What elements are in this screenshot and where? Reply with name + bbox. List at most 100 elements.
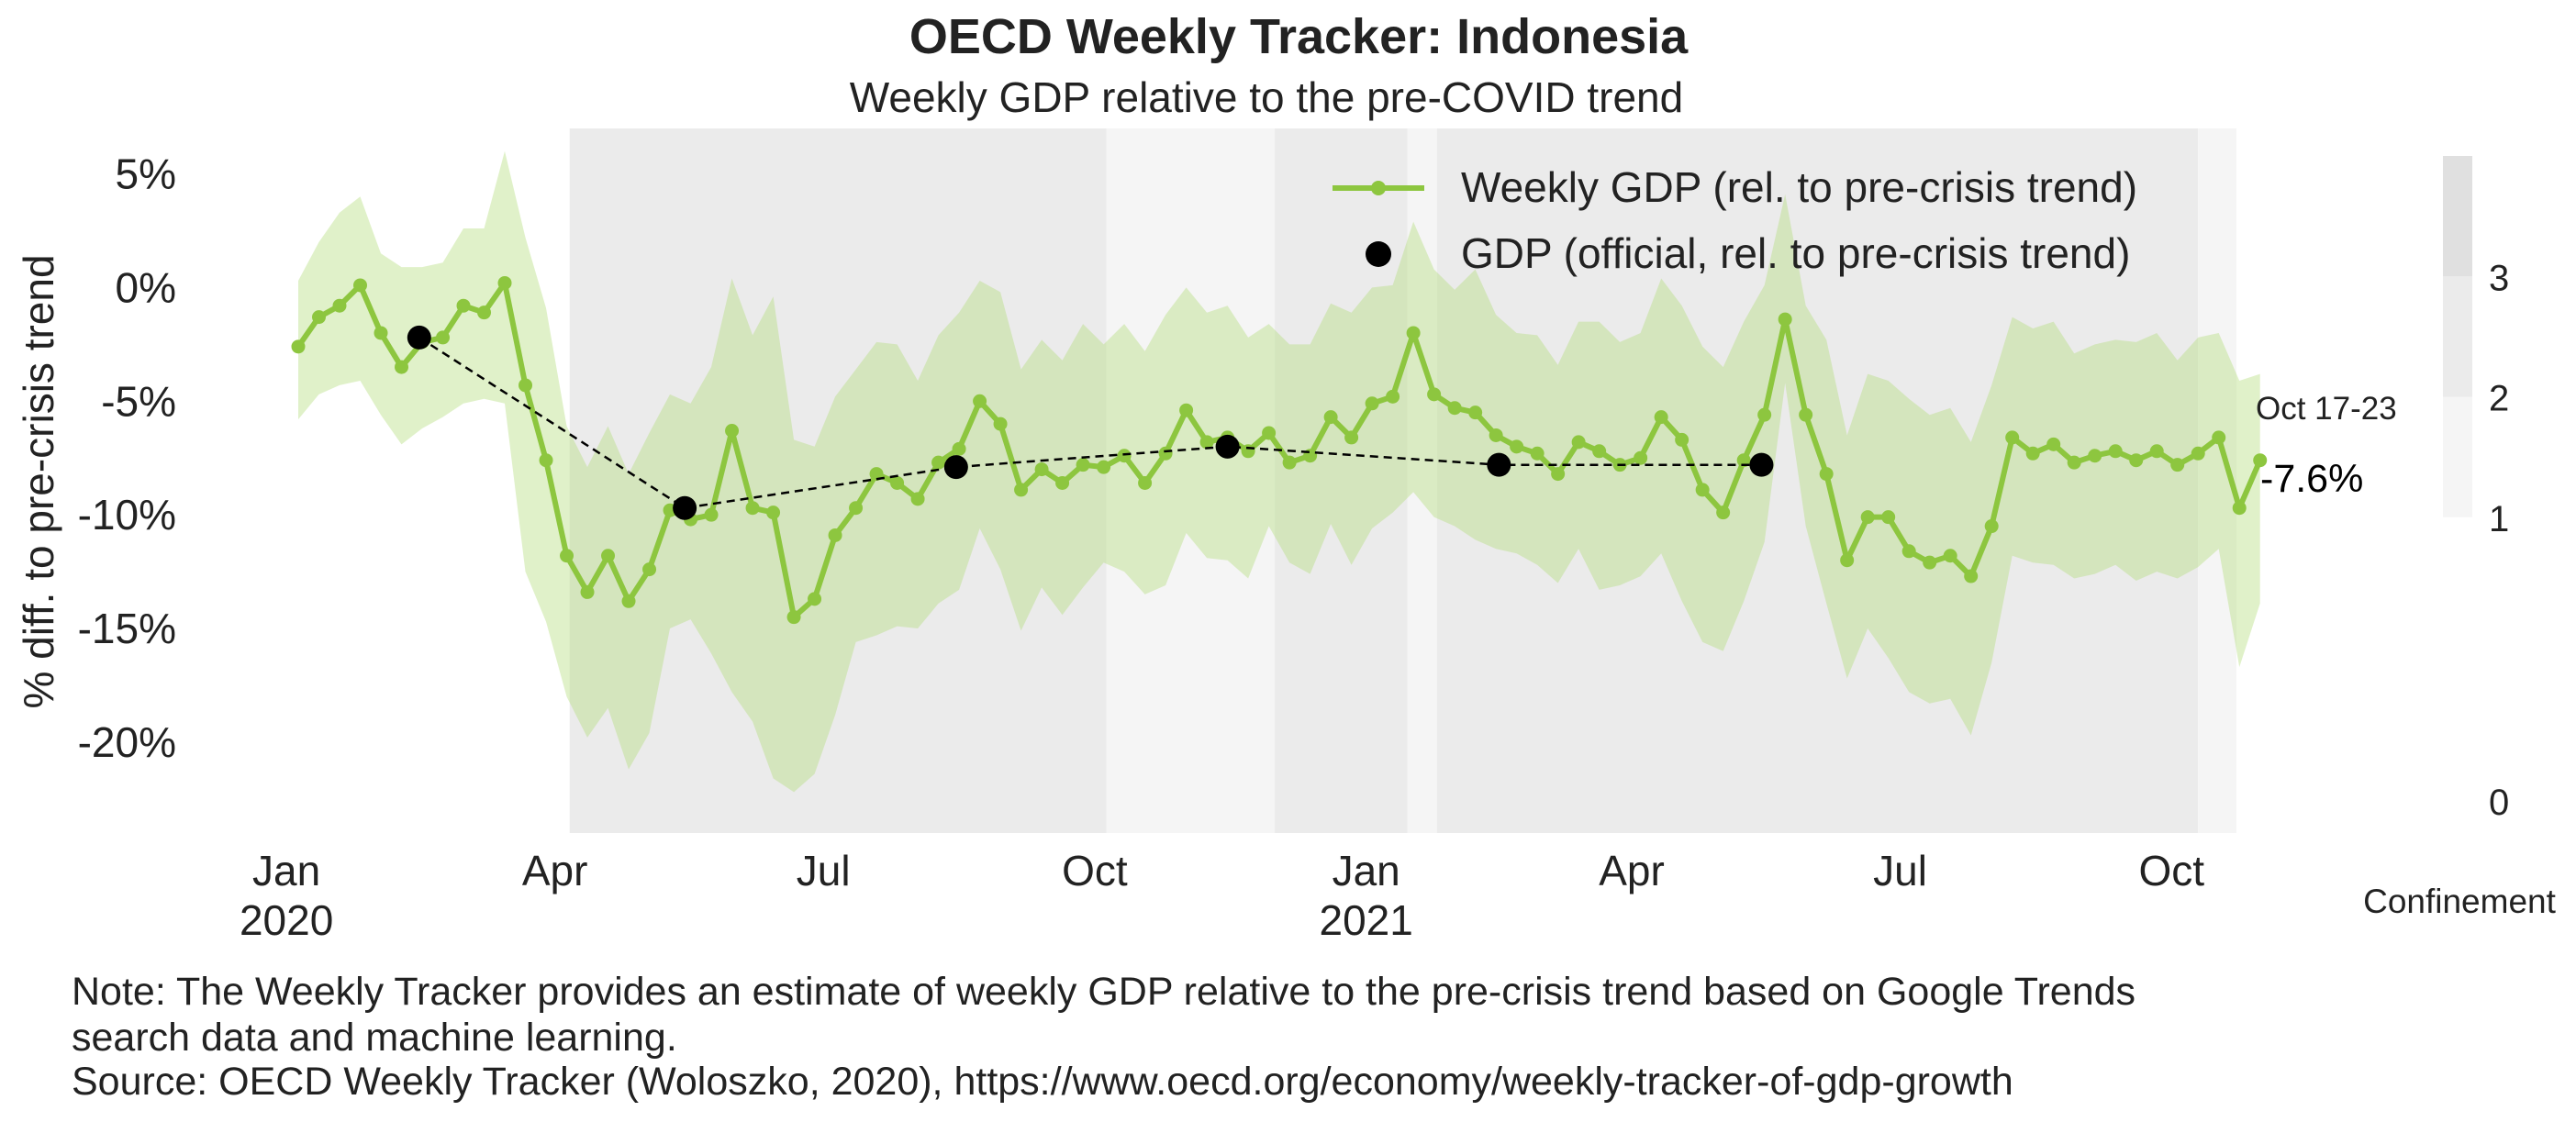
weekly-gdp-point-32	[952, 441, 966, 456]
weekly-gdp-point-60	[1530, 446, 1544, 461]
weekly-gdp-point-80	[1943, 549, 1957, 563]
weekly-gdp-point-59	[1510, 439, 1524, 454]
weekly-gdp-point-36	[1034, 462, 1049, 477]
weekly-gdp-point-46	[1241, 444, 1255, 459]
weekly-gdp-point-11	[519, 378, 533, 393]
x-tick-year-label: 2021	[1320, 896, 1413, 944]
weekly-gdp-point-9	[477, 305, 492, 320]
weekly-gdp-point-41	[1138, 475, 1153, 490]
weekly-gdp-point-35	[1014, 483, 1029, 497]
official-gdp-point-0	[407, 325, 431, 350]
weekly-gdp-point-91	[2170, 458, 2185, 472]
official-gdp-series	[407, 325, 1774, 520]
weekly-gdp-point-76	[1860, 510, 1875, 525]
official-gdp-line	[418, 336, 1762, 510]
weekly-gdp-point-26	[828, 528, 842, 542]
confinement-period-3	[1407, 128, 1437, 833]
weekly-gdp-point-90	[2149, 444, 2164, 459]
weekly-gdp-point-93	[2212, 430, 2226, 445]
chart-title: OECD Weekly Tracker: Indonesia	[909, 9, 1689, 64]
confinement-scale-tick: 2	[2489, 379, 2509, 419]
weekly-gdp-point-69	[1716, 505, 1731, 520]
last-point-date: Oct 17-23	[2256, 391, 2397, 427]
source-line: Source: OECD Weekly Tracker (Woloszko, 2…	[72, 1060, 2013, 1104]
confinement-scale-level-3	[2443, 276, 2472, 397]
legend: Weekly GDP (rel. to pre-crisis trend) GD…	[1333, 163, 2137, 277]
weekly-gdp-point-65	[1634, 450, 1648, 465]
confidence-band	[298, 150, 2260, 793]
weekly-gdp-point-25	[808, 592, 822, 606]
weekly-gdp-point-57	[1468, 405, 1483, 420]
x-tick-year-label: 2020	[240, 896, 333, 944]
weekly-gdp-point-1	[312, 310, 327, 325]
confinement-scale-level-1	[2443, 517, 2472, 638]
y-tick-label: -10%	[78, 491, 176, 539]
confinement-period-1	[1106, 128, 1276, 833]
confinement-scale: 3 2 1 0	[2443, 156, 2509, 823]
official-gdp-point-2	[943, 455, 968, 480]
legend-official-marker	[1366, 241, 1391, 267]
weekly-gdp-point-92	[2191, 446, 2205, 461]
y-tick-label: 0%	[116, 263, 176, 311]
weekly-gdp-point-56	[1447, 401, 1462, 416]
weekly-gdp-point-95	[2253, 453, 2268, 468]
weekly-gdp-point-67	[1675, 432, 1689, 447]
weekly-gdp-point-54	[1406, 326, 1421, 340]
weekly-gdp-point-4	[374, 326, 388, 340]
weekly-gdp-point-31	[931, 455, 946, 470]
weekly-gdp-point-84	[2025, 446, 2040, 461]
y-axis: 5% 0% -5% -10% -15% -20%	[78, 150, 176, 766]
weekly-gdp-point-73	[1799, 407, 1813, 422]
weekly-gdp-point-13	[560, 549, 574, 563]
weekly-gdp-point-38	[1076, 458, 1090, 472]
weekly-gdp-point-50	[1323, 410, 1338, 425]
weekly-gdp-point-24	[786, 610, 801, 625]
weekly-gdp-point-33	[973, 394, 987, 408]
weekly-gdp-point-40	[1117, 449, 1132, 463]
weekly-gdp-point-47	[1262, 426, 1277, 440]
weekly-gdp-point-88	[2108, 444, 2123, 459]
y-tick-label: 5%	[116, 150, 176, 198]
weekly-gdp-point-10	[497, 275, 512, 290]
weekly-gdp-point-5	[395, 360, 409, 374]
weekly-gdp-point-29	[890, 475, 905, 490]
confinement-scale-tick: 1	[2489, 499, 2509, 539]
y-axis-label: % diff. to pre-crisis trend	[15, 254, 62, 708]
weekly-gdp-point-86	[2067, 455, 2081, 470]
weekly-gdp-point-7	[436, 330, 451, 345]
x-tick-label: Jan	[252, 847, 320, 894]
weekly-gdp-point-94	[2232, 501, 2247, 516]
weekly-gdp-point-61	[1551, 467, 1566, 482]
confinement-period-4	[1436, 128, 2199, 833]
weekly-gdp-point-39	[1097, 460, 1111, 474]
weekly-gdp-point-12	[539, 453, 553, 468]
weekly-gdp-point-8	[456, 298, 471, 313]
weekly-gdp-point-30	[910, 492, 925, 506]
weekly-gdp-point-17	[642, 562, 657, 577]
weekly-gdp-point-22	[745, 501, 760, 516]
confinement-label: Confinement	[2363, 883, 2557, 920]
weekly-gdp-point-62	[1571, 435, 1586, 450]
x-tick-label: Jul	[1873, 847, 1927, 894]
weekly-gdp-point-37	[1055, 475, 1070, 490]
last-point-value: -7.6%	[2260, 457, 2363, 501]
legend-weekly-marker	[1371, 181, 1386, 195]
official-gdp-point-4	[1487, 452, 1511, 477]
weekly-gdp-point-85	[2046, 437, 2061, 451]
confinement-scale-tick: 3	[2489, 258, 2509, 298]
weekly-gdp-point-21	[725, 423, 740, 438]
confinement-scale-level-2	[2443, 396, 2472, 517]
note-line-2: search data and machine learning.	[72, 1016, 677, 1060]
weekly-gdp-point-2	[332, 298, 347, 313]
weekly-gdp-point-89	[2129, 453, 2144, 468]
weekly-gdp-point-51	[1344, 430, 1359, 445]
weekly-gdp-point-43	[1179, 403, 1194, 417]
x-tick-label: Apr	[1599, 847, 1665, 894]
weekly-gdp-point-74	[1819, 467, 1834, 482]
weekly-gdp-point-34	[993, 417, 1008, 431]
x-tick-label: Oct	[2138, 847, 2204, 894]
legend-official-label: GDP (official, rel. to pre-crisis trend)	[1461, 229, 2130, 277]
weekly-gdp-point-27	[849, 501, 864, 516]
legend-weekly-label: Weekly GDP (rel. to pre-crisis trend)	[1461, 163, 2137, 211]
